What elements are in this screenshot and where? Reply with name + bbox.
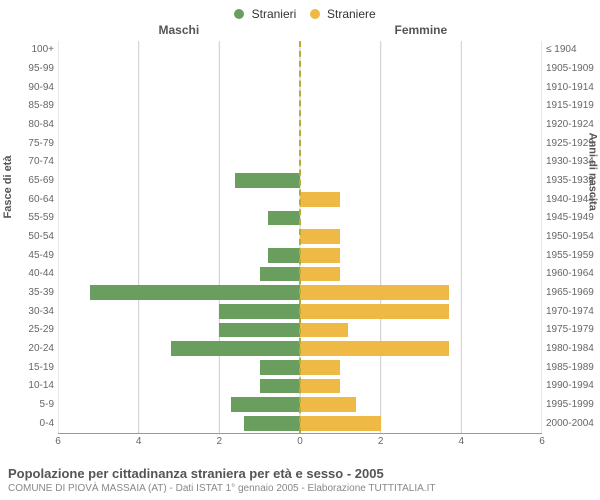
y-label-birth: 1985-1989 (542, 362, 600, 373)
y-label-birth: 2000-2004 (542, 418, 600, 429)
y-label-birth: 1945-1949 (542, 212, 600, 223)
y-label-age: 5-9 (0, 399, 58, 410)
legend-male-dot (234, 9, 244, 19)
y-label-age: 45-49 (0, 250, 58, 261)
y-label-birth: 1975-1979 (542, 324, 600, 335)
bar-male (219, 323, 300, 338)
x-tick: 2 (217, 436, 223, 447)
y-label-birth: 1990-1994 (542, 380, 600, 391)
bar-female (300, 304, 449, 319)
bar-female (300, 341, 449, 356)
x-tick: 0 (297, 436, 303, 447)
y-label-age: 35-39 (0, 287, 58, 298)
y-label-birth: ≤ 1904 (542, 44, 600, 55)
y-label-age: 40-44 (0, 268, 58, 279)
bar-male (260, 379, 300, 394)
y-label-birth: 1980-1984 (542, 343, 600, 354)
footer-subtitle: COMUNE DI PIOVÀ MASSAIA (AT) - Dati ISTA… (8, 483, 435, 494)
bar-female (300, 248, 340, 263)
x-axis: 6 4 2 0 2 4 6 (58, 434, 542, 452)
y-label-age: 95-99 (0, 63, 58, 74)
legend: Stranieri Straniere (0, 0, 600, 23)
bar-female (300, 397, 356, 412)
legend-female-label: Straniere (327, 7, 376, 21)
y-label-birth: 1955-1959 (542, 250, 600, 261)
bar-male (268, 248, 300, 263)
y-label-age: 15-19 (0, 362, 58, 373)
y-label-age: 80-84 (0, 119, 58, 130)
y-label-age: 20-24 (0, 343, 58, 354)
y-label-birth: 1960-1964 (542, 268, 600, 279)
bar-male (260, 267, 300, 282)
bar-male (219, 304, 300, 319)
bar-female (300, 416, 381, 431)
x-tick: 6 (539, 436, 545, 447)
bar-male (260, 360, 300, 375)
y-label-birth: 1920-1924 (542, 119, 600, 130)
y-label-birth: 1970-1974 (542, 306, 600, 317)
column-titles: Maschi Femmine (0, 23, 600, 39)
center-line (299, 41, 301, 433)
bar-female (300, 360, 340, 375)
bar-female (300, 379, 340, 394)
y-label-birth: 1915-1919 (542, 100, 600, 111)
x-tick: 2 (378, 436, 384, 447)
legend-male-label: Stranieri (252, 7, 297, 21)
x-tick: 4 (136, 436, 142, 447)
bar-male (171, 341, 300, 356)
bar-female (300, 323, 348, 338)
axis-title-right: Anni di nascita (586, 133, 598, 211)
y-label-birth: 1950-1954 (542, 231, 600, 242)
bar-male (268, 211, 300, 226)
y-label-age: 100+ (0, 44, 58, 55)
bar-male (244, 416, 300, 431)
x-tick: 6 (55, 436, 61, 447)
y-label-age: 10-14 (0, 380, 58, 391)
footer-title: Popolazione per cittadinanza straniera p… (8, 466, 435, 481)
y-label-birth: 1995-1999 (542, 399, 600, 410)
y-label-age: 0-4 (0, 418, 58, 429)
y-label-birth: 1905-1909 (542, 63, 600, 74)
y-label-birth: 1965-1969 (542, 287, 600, 298)
bar-male (231, 397, 300, 412)
axis-title-left: Fasce di età (2, 156, 14, 219)
x-tick: 4 (459, 436, 465, 447)
bar-male (90, 285, 300, 300)
bar-male (235, 173, 300, 188)
legend-female-dot (310, 9, 320, 19)
pyramid-plot (58, 41, 542, 434)
bar-female (300, 192, 340, 207)
bar-female (300, 229, 340, 244)
col-title-female: Femmine (395, 23, 448, 37)
footer: Popolazione per cittadinanza straniera p… (8, 466, 435, 494)
y-label-age: 75-79 (0, 138, 58, 149)
bar-female (300, 267, 340, 282)
y-label-age: 25-29 (0, 324, 58, 335)
y-label-age: 30-34 (0, 306, 58, 317)
col-title-male: Maschi (159, 23, 200, 37)
y-label-age: 85-89 (0, 100, 58, 111)
y-label-age: 90-94 (0, 82, 58, 93)
y-label-age: 50-54 (0, 231, 58, 242)
bar-female (300, 285, 449, 300)
y-label-birth: 1910-1914 (542, 82, 600, 93)
